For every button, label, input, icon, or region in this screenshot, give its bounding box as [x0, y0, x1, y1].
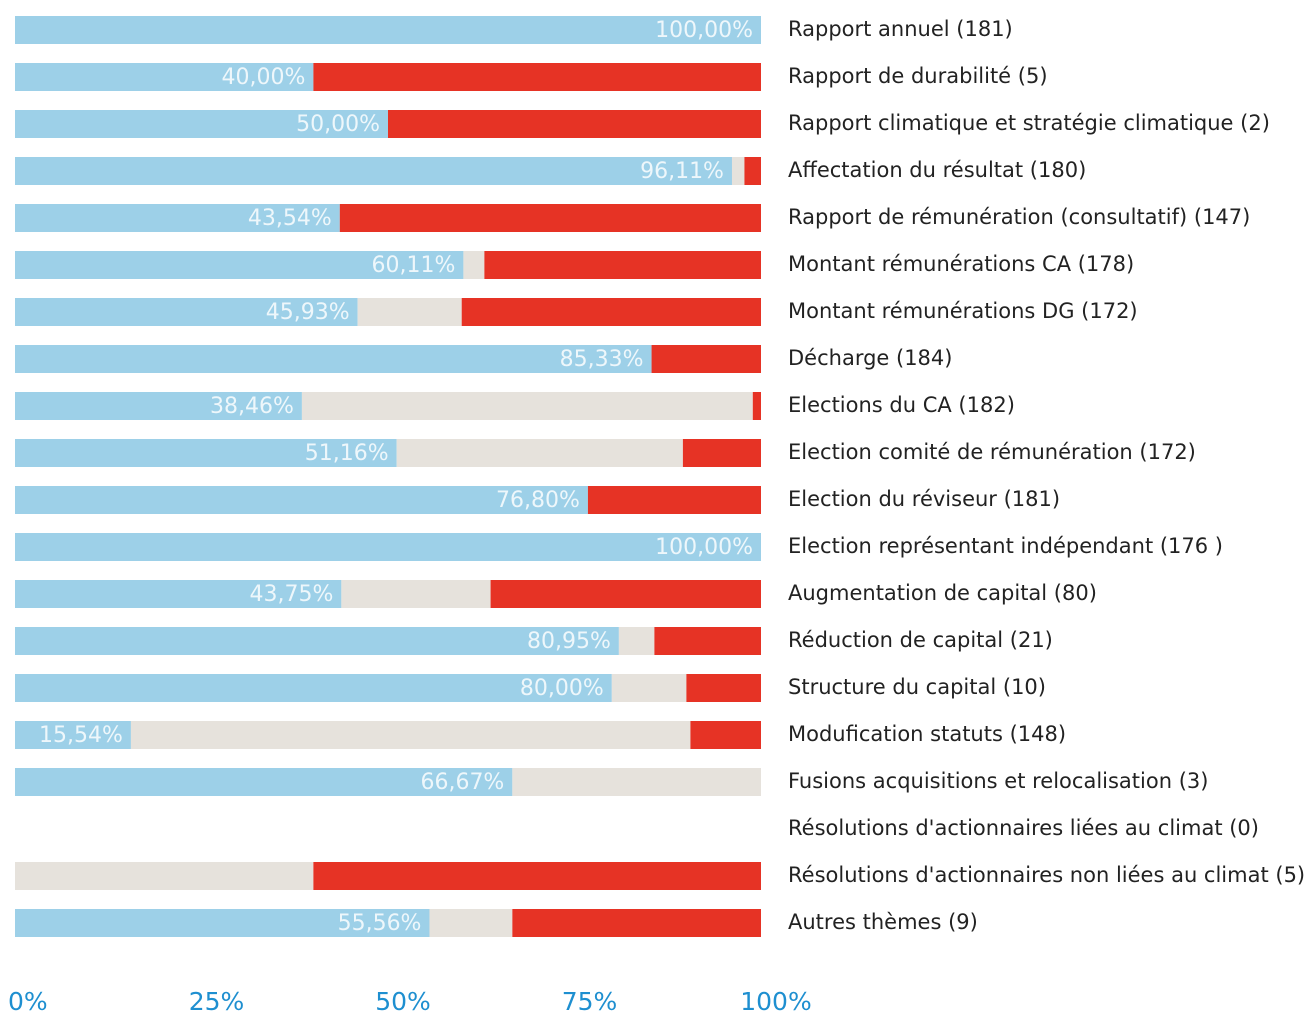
value-label: 15,54%	[39, 723, 123, 748]
value-label: 45,93%	[266, 300, 350, 325]
category-label: Montant rémunérations CA (178)	[788, 252, 1134, 276]
value-label: 100,00%	[655, 535, 753, 560]
bar-segment	[15, 862, 314, 890]
category-label: Montant rémunérations DG (172)	[788, 299, 1138, 323]
category-label: Rapport de durabilité (5)	[788, 64, 1048, 88]
bar-segment	[130, 721, 691, 749]
bar-segment	[654, 627, 761, 655]
bar-segment	[15, 533, 761, 561]
value-label: 85,33%	[560, 347, 644, 372]
category-label: Modufication statuts (148)	[788, 722, 1066, 746]
category-label: Résolutions d'actionnaires non liées au …	[788, 863, 1305, 887]
bar-segment	[463, 251, 485, 279]
category-label: Fusions acquisitions et relocalisation (…	[788, 769, 1208, 793]
value-label: 38,46%	[210, 394, 294, 419]
bar-segment	[651, 345, 761, 373]
bar-segment	[461, 298, 761, 326]
bar-segment	[388, 110, 761, 138]
value-label: 80,00%	[520, 676, 604, 701]
bar-segment	[15, 580, 342, 608]
value-label: 55,56%	[338, 911, 422, 936]
bar-segment	[15, 627, 619, 655]
bar-segment	[682, 439, 761, 467]
bar-segment	[15, 439, 397, 467]
bar-segment	[313, 63, 761, 91]
value-label: 50,00%	[296, 112, 380, 137]
bar-segment	[15, 298, 358, 326]
category-label: Affectation du résultat (180)	[788, 158, 1086, 182]
bar-segment	[15, 16, 761, 44]
category-label: Rapport climatique et stratégie climatiq…	[788, 111, 1270, 135]
bar-segment	[313, 862, 761, 890]
category-label: Rapport de rémunération (consultatif) (1…	[788, 205, 1250, 229]
value-label: 100,00%	[655, 18, 753, 43]
value-label: 96,11%	[640, 159, 724, 184]
bar-segment	[15, 768, 513, 796]
bar-segment	[512, 909, 761, 937]
bar-segment	[301, 392, 753, 420]
bar-segment	[15, 486, 588, 514]
bar-segment	[341, 580, 491, 608]
category-label: Résolutions d'actionnaires liées au clim…	[788, 816, 1259, 840]
bar-segment	[731, 157, 745, 185]
bar-segment	[15, 204, 340, 232]
bar-segment	[15, 392, 302, 420]
category-label: Election représentant indépendant (176 )	[788, 534, 1223, 558]
bar-segment	[587, 486, 761, 514]
bar-segment	[15, 110, 388, 138]
bar-segment	[690, 721, 761, 749]
value-label: 51,16%	[305, 441, 389, 466]
value-label: 43,75%	[249, 582, 333, 607]
value-label: 66,67%	[420, 770, 504, 795]
bar-segment	[15, 251, 464, 279]
bar-segment	[15, 345, 652, 373]
bar-segment	[15, 157, 732, 185]
bar-segment	[429, 909, 513, 937]
category-label: Rapport annuel (181)	[788, 17, 1013, 41]
category-label: Augmentation de capital (80)	[788, 581, 1097, 605]
category-label: Structure du capital (10)	[788, 675, 1046, 699]
bar-segment	[618, 627, 655, 655]
bar-segment	[15, 721, 131, 749]
bar-segment	[396, 439, 683, 467]
category-label: Réduction de capital (21)	[788, 628, 1053, 652]
bar-segment	[611, 674, 687, 702]
category-label: Election comité de rémunération (172)	[788, 440, 1196, 464]
bar-segment	[15, 63, 314, 91]
bar-segment	[357, 298, 462, 326]
x-tick-label: 75%	[562, 987, 618, 1016]
bar-segment	[15, 674, 612, 702]
x-tick-label: 100%	[740, 987, 811, 1016]
x-tick-label: 0%	[8, 987, 48, 1016]
bar-segment	[490, 580, 761, 608]
category-label: Elections du CA (182)	[788, 393, 1015, 417]
category-label: Autres thèmes (9)	[788, 910, 978, 934]
bar-segment	[744, 157, 761, 185]
bar-segment	[484, 251, 761, 279]
value-label: 43,54%	[248, 206, 332, 231]
x-tick-label: 25%	[189, 987, 245, 1016]
bar-segment	[15, 909, 430, 937]
bar-segment	[686, 674, 761, 702]
value-label: 80,95%	[527, 629, 611, 654]
bar-segment	[512, 768, 761, 796]
value-label: 60,11%	[372, 253, 456, 278]
value-label: 40,00%	[222, 65, 306, 90]
x-tick-label: 50%	[375, 987, 431, 1016]
category-label: Election du réviseur (181)	[788, 487, 1060, 511]
bar-segment	[339, 204, 761, 232]
bar-segment	[752, 392, 761, 420]
value-label: 76,80%	[496, 488, 580, 513]
category-label: Décharge (184)	[788, 346, 952, 370]
